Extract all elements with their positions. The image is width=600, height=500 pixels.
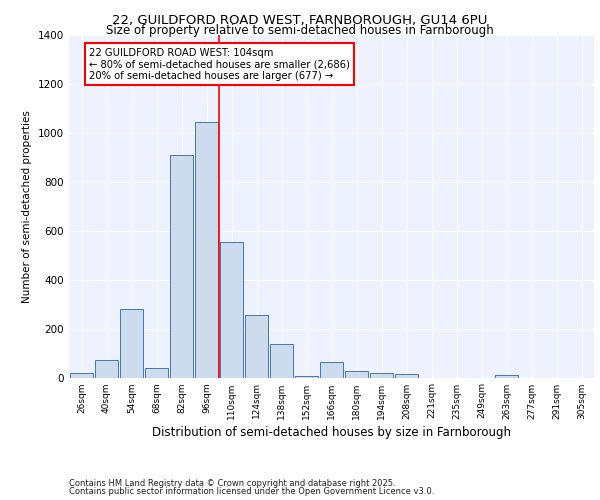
Text: 22, GUILDFORD ROAD WEST, FARNBOROUGH, GU14 6PU: 22, GUILDFORD ROAD WEST, FARNBOROUGH, GU… — [112, 14, 488, 27]
Bar — [145, 368, 169, 378]
Bar — [245, 315, 268, 378]
Bar — [295, 376, 319, 378]
Bar — [194, 122, 218, 378]
Bar — [395, 374, 418, 378]
X-axis label: Distribution of semi-detached houses by size in Farnborough: Distribution of semi-detached houses by … — [152, 426, 511, 438]
Text: Size of property relative to semi-detached houses in Farnborough: Size of property relative to semi-detach… — [106, 24, 494, 37]
Bar — [70, 372, 94, 378]
Bar — [320, 362, 343, 378]
Text: 22 GUILDFORD ROAD WEST: 104sqm
← 80% of semi-detached houses are smaller (2,686): 22 GUILDFORD ROAD WEST: 104sqm ← 80% of … — [89, 48, 350, 81]
Bar — [95, 360, 118, 378]
Y-axis label: Number of semi-detached properties: Number of semi-detached properties — [22, 110, 32, 302]
Bar — [370, 372, 394, 378]
Bar — [344, 372, 368, 378]
Bar — [170, 155, 193, 378]
Bar — [119, 309, 143, 378]
Bar — [220, 242, 244, 378]
Bar — [269, 344, 293, 378]
Text: Contains public sector information licensed under the Open Government Licence v3: Contains public sector information licen… — [69, 487, 434, 496]
Bar — [494, 375, 518, 378]
Text: Contains HM Land Registry data © Crown copyright and database right 2025.: Contains HM Land Registry data © Crown c… — [69, 478, 395, 488]
